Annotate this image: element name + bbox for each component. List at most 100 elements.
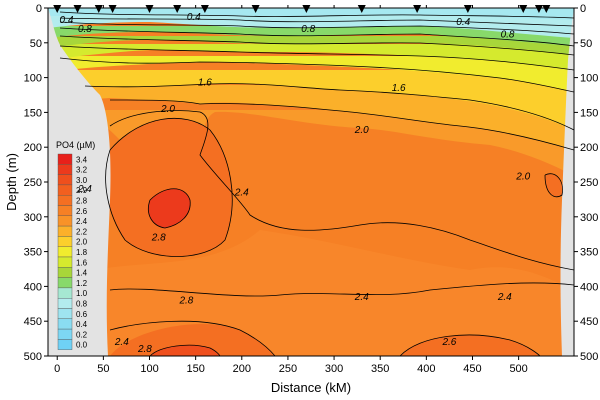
station-marker [542, 5, 551, 13]
legend-swatch [57, 339, 73, 350]
y-tick-label-right: 250 [580, 177, 598, 189]
legend-items: 3.4 3.23.02.9 2.82.62.42.2 2.01.81.6 1.41.21… [57, 153, 88, 350]
y-tick-label-right: 500 [580, 351, 598, 363]
legend-swatch [57, 184, 73, 196]
station-marker [173, 5, 182, 13]
y-tick-label-right: 50 [580, 38, 592, 50]
contour-line [109, 282, 574, 297]
legend-label: 2.0 [76, 238, 88, 247]
field-bottom-right [400, 335, 540, 356]
contour-line [105, 117, 233, 257]
legend-label: 3.4 [76, 155, 88, 164]
station-marker [534, 5, 543, 13]
color-legend: PO4 (µM) 3.43.23.02.92.82.62.42.22.01.81… [56, 140, 95, 350]
y-tick-label: 100 [24, 73, 42, 85]
contour-label: 2.8 [178, 295, 193, 306]
station-marker [108, 5, 117, 13]
y-tick-label-right: 400 [580, 281, 598, 293]
legend-swatch [57, 246, 73, 258]
legend-swatch [57, 256, 73, 268]
contour-line [59, 35, 574, 56]
contour-label: 2.6 [441, 337, 456, 348]
legend-label: 0.4 [76, 320, 88, 329]
legend-label: 1.0 [76, 289, 88, 298]
legend-swatch [57, 236, 73, 247]
contour-line [59, 21, 574, 35]
legend-label: 0.6 [76, 310, 88, 319]
x-tick-label: 450 [463, 363, 481, 375]
legend-swatch [57, 267, 73, 278]
contour-line [59, 45, 574, 71]
y-tick-label: 200 [24, 142, 42, 154]
contour-line [59, 27, 574, 47]
contour-line [544, 173, 563, 198]
legend-label: 3.0 [76, 176, 88, 185]
field-deep-band [48, 230, 574, 356]
station-marker [94, 5, 103, 13]
station-marker [200, 5, 209, 13]
field-core-2-6 [105, 118, 233, 257]
contour-label: 2.8 [151, 233, 166, 244]
x-tick-label: 0 [54, 363, 60, 375]
legend-label: 2.9 [76, 186, 88, 195]
legend-label: 3.2 [76, 166, 88, 175]
field-core-2-8 [148, 188, 191, 228]
y-axis-ticks-left: 0 50 100 150 200 250 300 350 400 450 500 [24, 3, 48, 363]
y-tick-label: 0 [36, 3, 42, 15]
legend-label: 1.6 [76, 258, 88, 267]
contour-line [109, 99, 574, 151]
legend-swatch [57, 308, 73, 320]
contour-line [399, 334, 541, 356]
x-tick-label: 400 [417, 363, 435, 375]
y-tick-label-right: 450 [580, 316, 598, 328]
y-tick-label-right: 100 [580, 73, 598, 85]
x-tick-label: 250 [279, 363, 297, 375]
legend-title: PO4 (µM) [56, 140, 95, 150]
legend-swatch [57, 215, 73, 227]
station-markers [53, 5, 551, 13]
x-tick-label: 500 [509, 363, 527, 375]
y-axis-title: Depth (m) [4, 153, 19, 211]
y-tick-label: 450 [24, 316, 42, 328]
contour-label: 2.4 [497, 292, 512, 303]
y-tick-label: 50 [30, 38, 42, 50]
y-tick-label: 500 [24, 351, 42, 363]
x-tick-label: 350 [371, 363, 389, 375]
contour-label: 0.4 [187, 12, 201, 23]
station-marker [302, 5, 311, 13]
legend-swatch [57, 298, 73, 309]
y-tick-label: 350 [24, 247, 42, 259]
contour-label: 2.4 [234, 187, 249, 198]
legend-label: 2.8 [76, 197, 88, 206]
x-tick-label: 100 [140, 363, 158, 375]
contour-label: 0.4 [456, 17, 470, 28]
station-marker [251, 5, 260, 13]
contour-line [148, 188, 191, 229]
field-1-6 [48, 44, 574, 70]
contour-line [59, 57, 574, 93]
y-tick-label-right: 0 [580, 3, 586, 15]
contour-label: 2.4 [114, 337, 129, 348]
y-axis-ticks-right: 0 50 100 150 200 250 300 350 400 450 500 [574, 3, 598, 363]
legend-swatch [57, 205, 73, 217]
y-tick-label-right: 350 [580, 247, 598, 259]
legend-label: 2.2 [76, 227, 88, 236]
contour-label: 1.6 [392, 83, 406, 94]
contour-lines [59, 11, 574, 356]
legend-label: 0.2 [76, 330, 88, 339]
y-tick-label-right: 150 [580, 107, 598, 119]
x-tick-label: 50 [97, 363, 109, 375]
y-tick-label: 150 [24, 107, 42, 119]
contour-label: 0.4 [60, 15, 74, 26]
contour-label: 2.0 [160, 104, 175, 115]
contour-line [59, 11, 574, 19]
y-tick-label: 250 [24, 177, 42, 189]
legend-swatch [57, 225, 73, 237]
y-tick-label: 400 [24, 281, 42, 293]
contour-label: 2.8 [137, 344, 152, 355]
station-marker [53, 5, 62, 13]
contour-label: 2.0 [354, 125, 369, 136]
station-marker [357, 5, 366, 13]
contour-label: 2.4 [354, 292, 369, 303]
